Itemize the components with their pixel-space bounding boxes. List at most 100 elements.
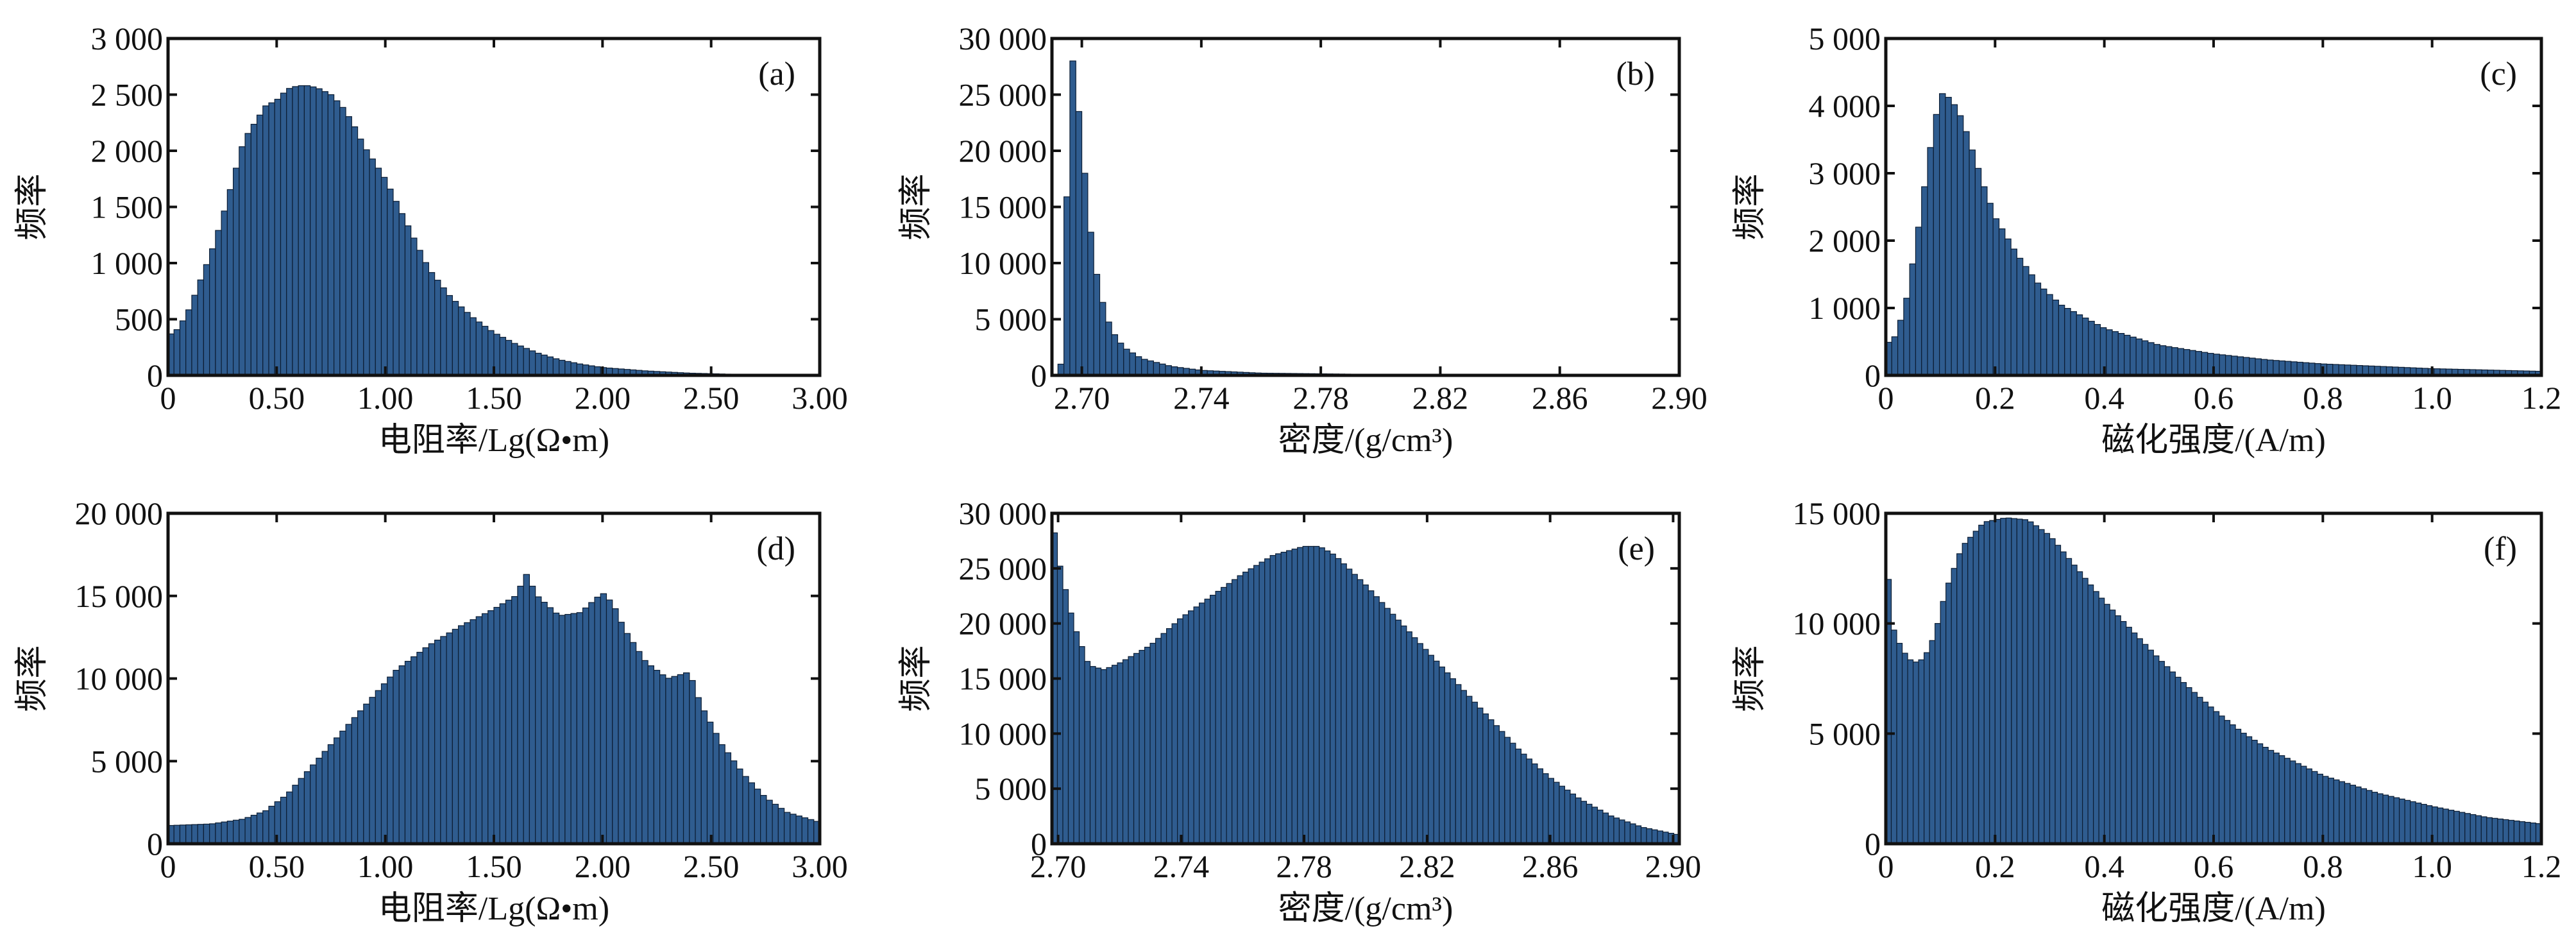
histogram-bar: [1085, 662, 1090, 844]
histogram-bar: [2416, 803, 2421, 844]
x-tick-label: 1.2: [2521, 848, 2562, 884]
histogram-bar: [476, 617, 482, 844]
histogram-bar: [2291, 362, 2297, 375]
histogram-bar: [1902, 653, 1908, 844]
histogram-bar: [1981, 187, 1987, 375]
histogram-bar: [470, 620, 476, 844]
histogram-bar: [2279, 756, 2285, 844]
histogram-bar: [216, 230, 221, 375]
histogram-bar: [2267, 360, 2273, 375]
histogram-bar: [2190, 350, 2196, 375]
histogram-bar: [1929, 640, 1935, 844]
histogram-bar: [1935, 624, 1941, 844]
histogram-bar: [1330, 554, 1336, 844]
histogram-bar: [346, 117, 352, 375]
histogram-bar: [2099, 598, 2105, 844]
histogram-bar: [298, 86, 304, 376]
histogram-bar: [1488, 720, 1494, 844]
histogram-bar: [500, 338, 505, 375]
y-tick-label: 5 000: [91, 743, 164, 779]
histogram-bar: [2001, 518, 2006, 844]
histogram-bar: [2350, 785, 2356, 844]
histogram-bar: [613, 609, 618, 844]
histogram-bar: [708, 722, 713, 844]
histogram-bar: [2148, 343, 2154, 375]
histogram-bar: [428, 273, 434, 375]
histogram-bar: [2421, 805, 2427, 844]
histogram-bar: [1292, 549, 1298, 844]
histogram-bar: [1368, 591, 1374, 844]
y-tick-label: 10 000: [1793, 606, 1881, 642]
histogram-bar: [1069, 613, 1074, 844]
histogram-bar: [536, 353, 541, 375]
histogram-bar: [1385, 608, 1391, 844]
x-axis-title: 磁化强度/(A/m): [2101, 891, 2326, 927]
histogram-bar: [1117, 663, 1123, 844]
histogram-bar: [2033, 526, 2039, 844]
histogram-bar: [2154, 345, 2160, 375]
histogram-bar: [529, 586, 535, 844]
x-tick-label: 1.00: [357, 848, 414, 884]
histogram-bar: [1922, 187, 1928, 375]
histogram-bar: [1483, 714, 1489, 844]
histogram-bar: [1652, 830, 1657, 844]
histogram-bar: [280, 797, 286, 844]
histogram-bar: [275, 99, 280, 375]
histogram-bar: [2208, 707, 2214, 844]
histogram-bar: [2136, 339, 2142, 375]
histogram-bar: [1897, 644, 1902, 844]
histogram-bar: [251, 124, 257, 375]
histogram-bar: [1940, 601, 1946, 844]
histogram-bar: [245, 133, 251, 375]
histogram-bar: [1910, 264, 1915, 375]
histogram-bar: [1892, 337, 1897, 375]
x-tick-label: 2.50: [683, 380, 740, 416]
histogram-bar: [1142, 359, 1148, 375]
histogram-bar: [310, 87, 316, 375]
histogram-bar: [1221, 587, 1227, 844]
histogram-bar: [1172, 624, 1178, 844]
histogram-bar: [263, 811, 269, 844]
histogram-bar: [2297, 363, 2303, 375]
histogram-bar: [1450, 679, 1456, 844]
histogram-bar: [1581, 801, 1587, 844]
histogram-bar: [1335, 558, 1341, 844]
histogram-bar: [1276, 554, 1282, 844]
histogram-bar: [547, 357, 553, 375]
histogram-bar: [192, 295, 198, 375]
histogram-bar: [382, 684, 387, 844]
histogram-bar: [2071, 312, 2076, 375]
histogram-bar: [666, 678, 672, 844]
histogram-bar: [1100, 302, 1106, 375]
histogram-bar: [2250, 358, 2255, 375]
histogram-bar: [192, 825, 198, 844]
histogram-bar: [1999, 229, 2005, 375]
histogram-bar: [2011, 249, 2017, 375]
x-tick-label: 1.0: [2412, 848, 2452, 884]
histogram-bar: [1199, 603, 1205, 844]
histogram-bar: [2196, 352, 2201, 375]
histogram-bar: [2268, 750, 2274, 844]
x-tick-label: 0.4: [2084, 848, 2124, 884]
histogram-bar: [2309, 363, 2315, 375]
histogram-bar: [2055, 545, 2061, 844]
histogram-bar: [1543, 774, 1548, 844]
bars-group: [1886, 518, 2541, 844]
y-tick-label: 5 000: [975, 771, 1047, 807]
histogram-bar: [731, 761, 736, 844]
x-tick-label: 0: [1878, 848, 1894, 884]
histogram-bar: [369, 697, 375, 844]
histogram-bar: [761, 796, 767, 844]
histogram-bar: [1080, 647, 1085, 844]
histogram-bar: [292, 87, 298, 375]
histogram-bar: [630, 642, 636, 844]
histogram-bar: [470, 318, 476, 375]
histogram-bar: [1951, 105, 1957, 375]
histogram-bar: [2318, 774, 2323, 844]
histogram-bar: [636, 651, 642, 844]
histogram-bar: [2115, 616, 2121, 844]
histogram-bar: [2273, 361, 2279, 375]
histogram-bar: [1945, 98, 1951, 375]
panel-tag: (f): [2484, 531, 2517, 567]
